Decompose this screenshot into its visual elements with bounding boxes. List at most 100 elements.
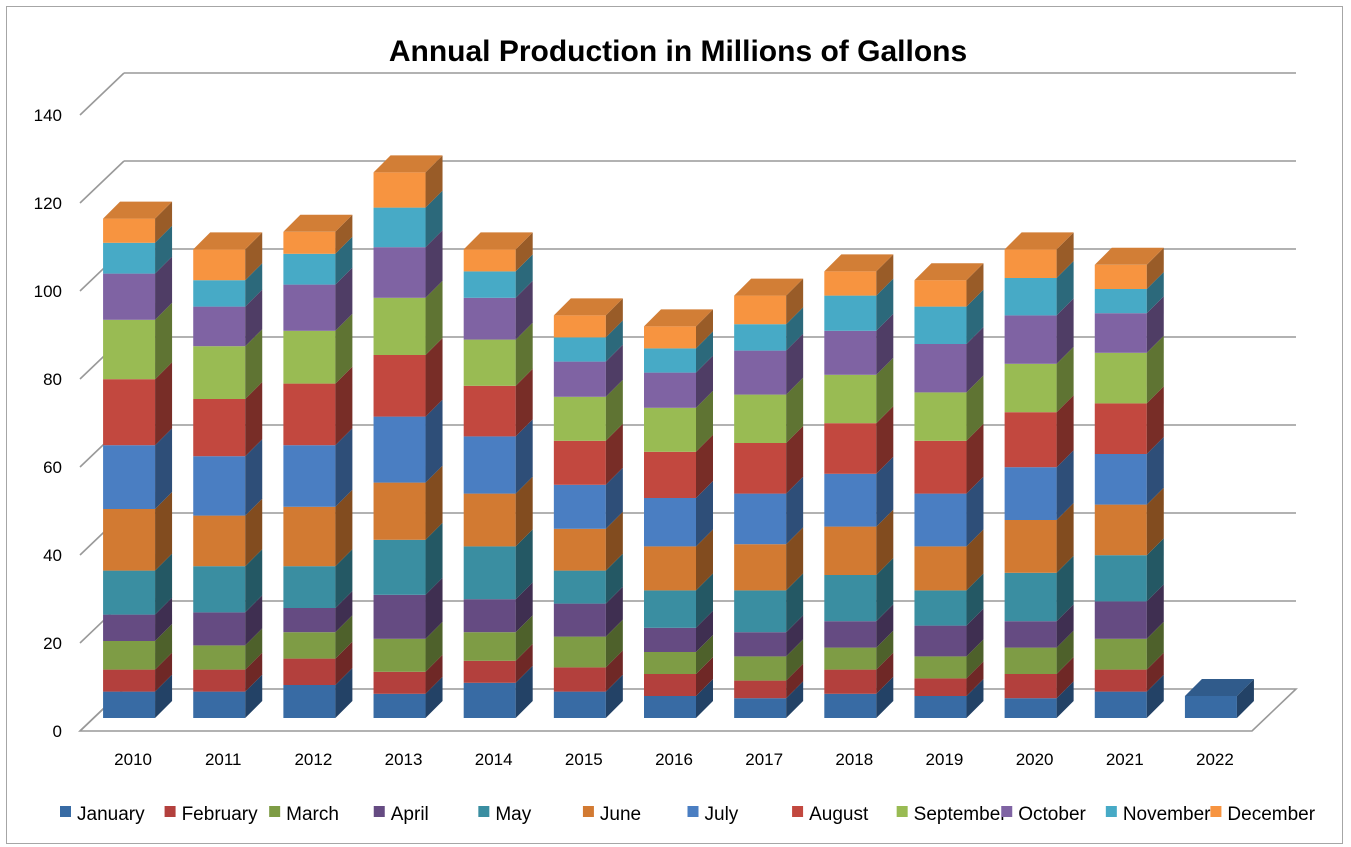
bar-side: [605, 298, 623, 338]
bar-top: [734, 278, 804, 296]
bar-2021: [1094, 247, 1164, 718]
bar-front: [373, 482, 426, 540]
bar-front: [463, 632, 516, 661]
bar-side: [605, 320, 623, 362]
legend-swatch: [582, 806, 594, 817]
axes: 0 20 40 60 80 100 120 140 2010 2011 2012 2013 2014 20…: [34, 106, 1234, 769]
bar-segment: [193, 674, 263, 718]
bar-segment: [1094, 487, 1164, 556]
bar-segment: [824, 509, 894, 575]
bar-side: [425, 654, 443, 694]
bar-segment: [373, 155, 443, 208]
bar-front: [824, 575, 877, 622]
bar-segment: [914, 679, 984, 718]
bar-side: [245, 549, 263, 613]
bar-front: [373, 207, 426, 248]
bar-segment: [824, 254, 894, 296]
bar-segment: [373, 399, 443, 483]
bar-side: [335, 591, 353, 633]
bar-front: [553, 396, 606, 441]
bar-side: [155, 225, 173, 274]
bar-side: [786, 681, 804, 718]
legend-item: April: [373, 804, 429, 825]
bar-segment: [734, 377, 804, 443]
bar-side: [696, 309, 713, 349]
bar-side: [245, 289, 263, 347]
bar-segment: [644, 331, 713, 373]
bar-front: [463, 297, 516, 340]
bar-side: [1056, 604, 1074, 648]
bar-segment: [914, 423, 984, 494]
bar-2017: [734, 278, 804, 718]
bar-side: [335, 236, 353, 285]
bar-front: [193, 515, 246, 567]
bar-front: [373, 638, 426, 672]
bar-side: [515, 254, 533, 298]
legend-label: January: [77, 804, 145, 825]
bar-side: [966, 476, 984, 547]
bar-segment: [103, 302, 173, 380]
bar-side: [605, 467, 623, 529]
bar-side: [696, 355, 713, 408]
bar-top: [1184, 679, 1254, 696]
bar-side: [425, 280, 443, 355]
chart-title: Annual Production in Millions of Gallons: [389, 35, 967, 68]
bar-side: [515, 476, 533, 547]
bar-side: [876, 313, 894, 375]
bar-segment: [103, 492, 173, 571]
bar-segment: [914, 608, 984, 657]
bar-front: [644, 348, 696, 373]
bar-side: [1236, 679, 1254, 718]
bar-front: [824, 621, 877, 648]
bar-top: [463, 232, 533, 250]
x-tick-label: 2020: [1016, 750, 1054, 769]
bar-front: [193, 280, 246, 307]
bar-segment: [463, 280, 533, 340]
bar-side: [1056, 261, 1074, 316]
bar-front: [103, 319, 156, 380]
bar-side: [335, 313, 353, 384]
bar-side: [245, 498, 263, 567]
bar-front: [103, 445, 156, 509]
bar-side: [696, 573, 713, 628]
bar-front: [644, 451, 696, 498]
bar-front: [1094, 403, 1147, 454]
bar-front: [1184, 696, 1237, 718]
y-tick-label: 140: [34, 106, 62, 125]
bar-segment: [463, 643, 533, 683]
bar-side: [876, 406, 894, 474]
bar-side: [515, 232, 533, 272]
bar-front: [824, 271, 877, 296]
bar-front: [734, 590, 787, 633]
bar-front: [914, 280, 967, 307]
bar-segment: [824, 676, 894, 718]
bar-side: [1056, 681, 1074, 718]
bar-front: [193, 456, 246, 516]
bar-segment: [914, 263, 984, 307]
bar-side: [425, 399, 443, 483]
bar-segment: [193, 498, 263, 567]
bar-front: [824, 423, 877, 474]
bar-side: [966, 327, 984, 393]
bar-segment: [824, 604, 894, 648]
bar-side: [425, 577, 443, 639]
bar-front: [553, 484, 606, 529]
bar-side: [155, 624, 173, 670]
bar-front: [1004, 698, 1057, 718]
bar-front: [914, 344, 967, 393]
bar-segment: [824, 630, 894, 670]
legend-swatch: [164, 806, 176, 817]
bar-front: [824, 693, 877, 718]
legend-label: May: [495, 804, 531, 825]
bar-side: [245, 595, 263, 646]
bar-segment: [644, 610, 713, 652]
bar-side: [1146, 335, 1164, 404]
bar-front: [734, 295, 787, 325]
bar-front: [283, 608, 336, 633]
bar-segment: [1094, 386, 1164, 454]
bar-side: [966, 573, 984, 626]
bar-front: [1094, 352, 1147, 404]
bar-front: [644, 546, 696, 591]
bar-segment: [734, 573, 804, 633]
